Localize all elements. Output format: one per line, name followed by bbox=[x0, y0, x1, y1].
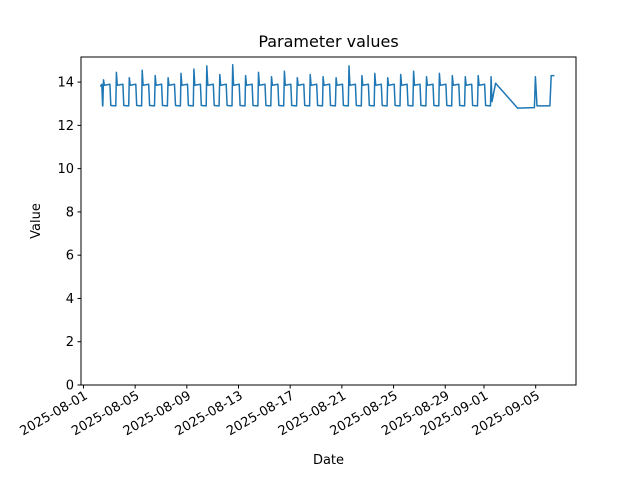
y-tick-label: 0 bbox=[66, 379, 74, 394]
y-tick-label: 14 bbox=[57, 76, 74, 91]
y-tick-label: 12 bbox=[57, 119, 74, 134]
y-tick-label: 2 bbox=[66, 335, 74, 350]
series-line bbox=[99, 64, 555, 109]
y-tick-label: 10 bbox=[57, 162, 74, 177]
plot-border bbox=[80, 56, 577, 386]
chart-title: Parameter values bbox=[258, 32, 398, 51]
x-axis-label: Date bbox=[313, 453, 344, 468]
y-tick-label: 8 bbox=[66, 205, 74, 220]
y-axis-label: Value bbox=[29, 203, 44, 239]
y-tick-label: 6 bbox=[66, 249, 74, 264]
y-tick-label: 4 bbox=[66, 292, 74, 307]
